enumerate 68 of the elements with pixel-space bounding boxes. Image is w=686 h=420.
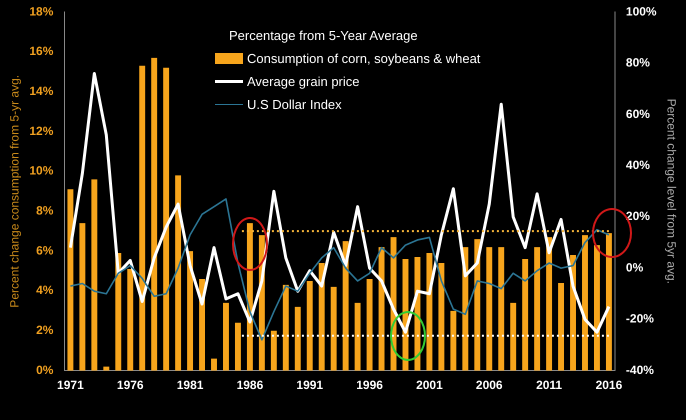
- bar: [67, 189, 74, 371]
- bar: [175, 175, 182, 371]
- bar: [139, 66, 146, 371]
- bar: [534, 247, 540, 371]
- y2-axis-title: Percent change level from 5yr avg.: [664, 98, 678, 284]
- bar: [546, 237, 552, 371]
- y-tick-label: 12%: [29, 124, 54, 138]
- x-tick-label: 1981: [176, 378, 204, 392]
- bar: [498, 247, 504, 371]
- legend-label: U.S Dollar Index: [247, 97, 342, 112]
- x-tick-label: 1991: [296, 378, 324, 392]
- bar: [378, 247, 385, 371]
- y2-tick-label: -20%: [626, 312, 654, 326]
- legend-label: Average grain price: [247, 74, 360, 89]
- bar: [366, 278, 373, 371]
- x-tick-label: 2016: [596, 378, 623, 392]
- bar: [606, 233, 612, 371]
- y2-tick-label: 100%: [626, 4, 657, 18]
- bar: [330, 286, 337, 371]
- y-axis-title: Percent change consumption from 5-yr avg.: [8, 74, 22, 308]
- y-tick-label: 0%: [36, 362, 54, 377]
- bar: [558, 282, 564, 371]
- bar: [450, 310, 456, 371]
- y-tick-label: 16%: [29, 44, 54, 58]
- y-tick-label: 10%: [29, 164, 54, 178]
- bar: [582, 235, 588, 371]
- bar: [510, 302, 516, 371]
- x-tick-label: 2001: [416, 378, 444, 392]
- y-tick-label: 6%: [36, 243, 54, 258]
- legend-title: Percentage from 5-Year Average: [229, 28, 419, 43]
- x-tick-label: 1976: [116, 378, 144, 392]
- bar: [223, 302, 229, 371]
- bar: [151, 58, 158, 371]
- bar: [103, 366, 110, 371]
- y2-tick-label: 60%: [626, 106, 650, 121]
- bar: [522, 259, 528, 371]
- bar: [91, 179, 98, 371]
- bar: [438, 263, 444, 371]
- bar: [127, 268, 134, 371]
- bar: [187, 251, 194, 371]
- x-tick-label: 1986: [236, 378, 264, 392]
- y-tick-label: 18%: [29, 4, 54, 18]
- bar: [270, 330, 277, 371]
- bar: [354, 302, 361, 371]
- bar: [163, 68, 170, 371]
- bar: [594, 245, 600, 371]
- bar: [79, 223, 86, 371]
- y2-tick-label: 80%: [626, 56, 650, 70]
- bar: [426, 253, 432, 371]
- bar: [486, 247, 492, 371]
- y-tick-label: 4%: [36, 283, 54, 298]
- y2-tick-label: 20%: [626, 209, 650, 224]
- x-tick-label: 1971: [57, 378, 84, 392]
- y2-tick-label: -40%: [626, 362, 654, 377]
- bar: [306, 280, 313, 371]
- y-tick-label: 2%: [36, 323, 54, 338]
- bar: [211, 358, 217, 371]
- y-tick-label: 14%: [29, 84, 54, 98]
- y2-tick-label: 0%: [626, 260, 644, 274]
- bar: [234, 322, 241, 371]
- bar: [294, 306, 301, 371]
- bar: [282, 284, 289, 371]
- legend-label: Consumption of corn, soybeans & wheat: [247, 51, 480, 66]
- x-tick-label: 2011: [536, 378, 562, 392]
- y-tick-label: 8%: [36, 204, 54, 218]
- y2-tick-label: 40%: [626, 158, 650, 172]
- x-tick-label: 1996: [356, 378, 384, 392]
- x-tick-label: 2006: [476, 378, 503, 392]
